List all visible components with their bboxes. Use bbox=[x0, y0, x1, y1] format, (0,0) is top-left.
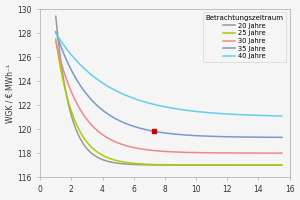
25 Jahre bbox=[218, 164, 222, 166]
30 Jahre bbox=[280, 152, 284, 154]
35 Jahre bbox=[280, 136, 284, 139]
30 Jahre bbox=[218, 152, 222, 154]
35 Jahre bbox=[218, 135, 222, 138]
20 Jahre bbox=[196, 164, 200, 166]
40 Jahre bbox=[196, 110, 200, 113]
20 Jahre bbox=[54, 15, 58, 17]
40 Jahre bbox=[128, 96, 131, 98]
20 Jahre bbox=[218, 164, 222, 166]
40 Jahre bbox=[217, 112, 221, 115]
20 Jahre bbox=[280, 164, 284, 166]
25 Jahre bbox=[196, 164, 200, 166]
25 Jahre bbox=[143, 163, 147, 165]
20 Jahre bbox=[143, 164, 147, 166]
40 Jahre bbox=[54, 32, 58, 34]
40 Jahre bbox=[143, 101, 147, 103]
30 Jahre bbox=[81, 113, 85, 115]
Line: 35 Jahre: 35 Jahre bbox=[56, 32, 282, 137]
25 Jahre bbox=[81, 135, 85, 138]
35 Jahre bbox=[143, 128, 147, 131]
25 Jahre bbox=[54, 38, 58, 40]
20 Jahre bbox=[217, 164, 221, 166]
40 Jahre bbox=[280, 115, 284, 117]
40 Jahre bbox=[218, 112, 222, 115]
Line: 20 Jahre: 20 Jahre bbox=[56, 16, 282, 165]
35 Jahre bbox=[217, 135, 221, 138]
35 Jahre bbox=[128, 124, 131, 126]
30 Jahre bbox=[128, 145, 131, 148]
30 Jahre bbox=[196, 151, 200, 154]
Legend: 20 Jahre, 25 Jahre, 30 Jahre, 35 Jahre, 40 Jahre: 20 Jahre, 25 Jahre, 30 Jahre, 35 Jahre, … bbox=[203, 12, 286, 62]
30 Jahre bbox=[54, 40, 58, 43]
Line: 25 Jahre: 25 Jahre bbox=[56, 39, 282, 165]
Y-axis label: WGK / €·MWh⁻¹: WGK / €·MWh⁻¹ bbox=[6, 64, 15, 123]
25 Jahre bbox=[128, 162, 131, 164]
20 Jahre bbox=[128, 163, 131, 165]
35 Jahre bbox=[196, 135, 200, 137]
40 Jahre bbox=[81, 66, 85, 69]
Line: 40 Jahre: 40 Jahre bbox=[56, 33, 282, 116]
25 Jahre bbox=[280, 164, 284, 166]
35 Jahre bbox=[81, 88, 85, 91]
30 Jahre bbox=[143, 148, 147, 151]
30 Jahre bbox=[217, 152, 221, 154]
20 Jahre bbox=[81, 142, 85, 144]
35 Jahre bbox=[54, 31, 58, 33]
25 Jahre bbox=[217, 164, 221, 166]
Line: 30 Jahre: 30 Jahre bbox=[56, 41, 282, 153]
